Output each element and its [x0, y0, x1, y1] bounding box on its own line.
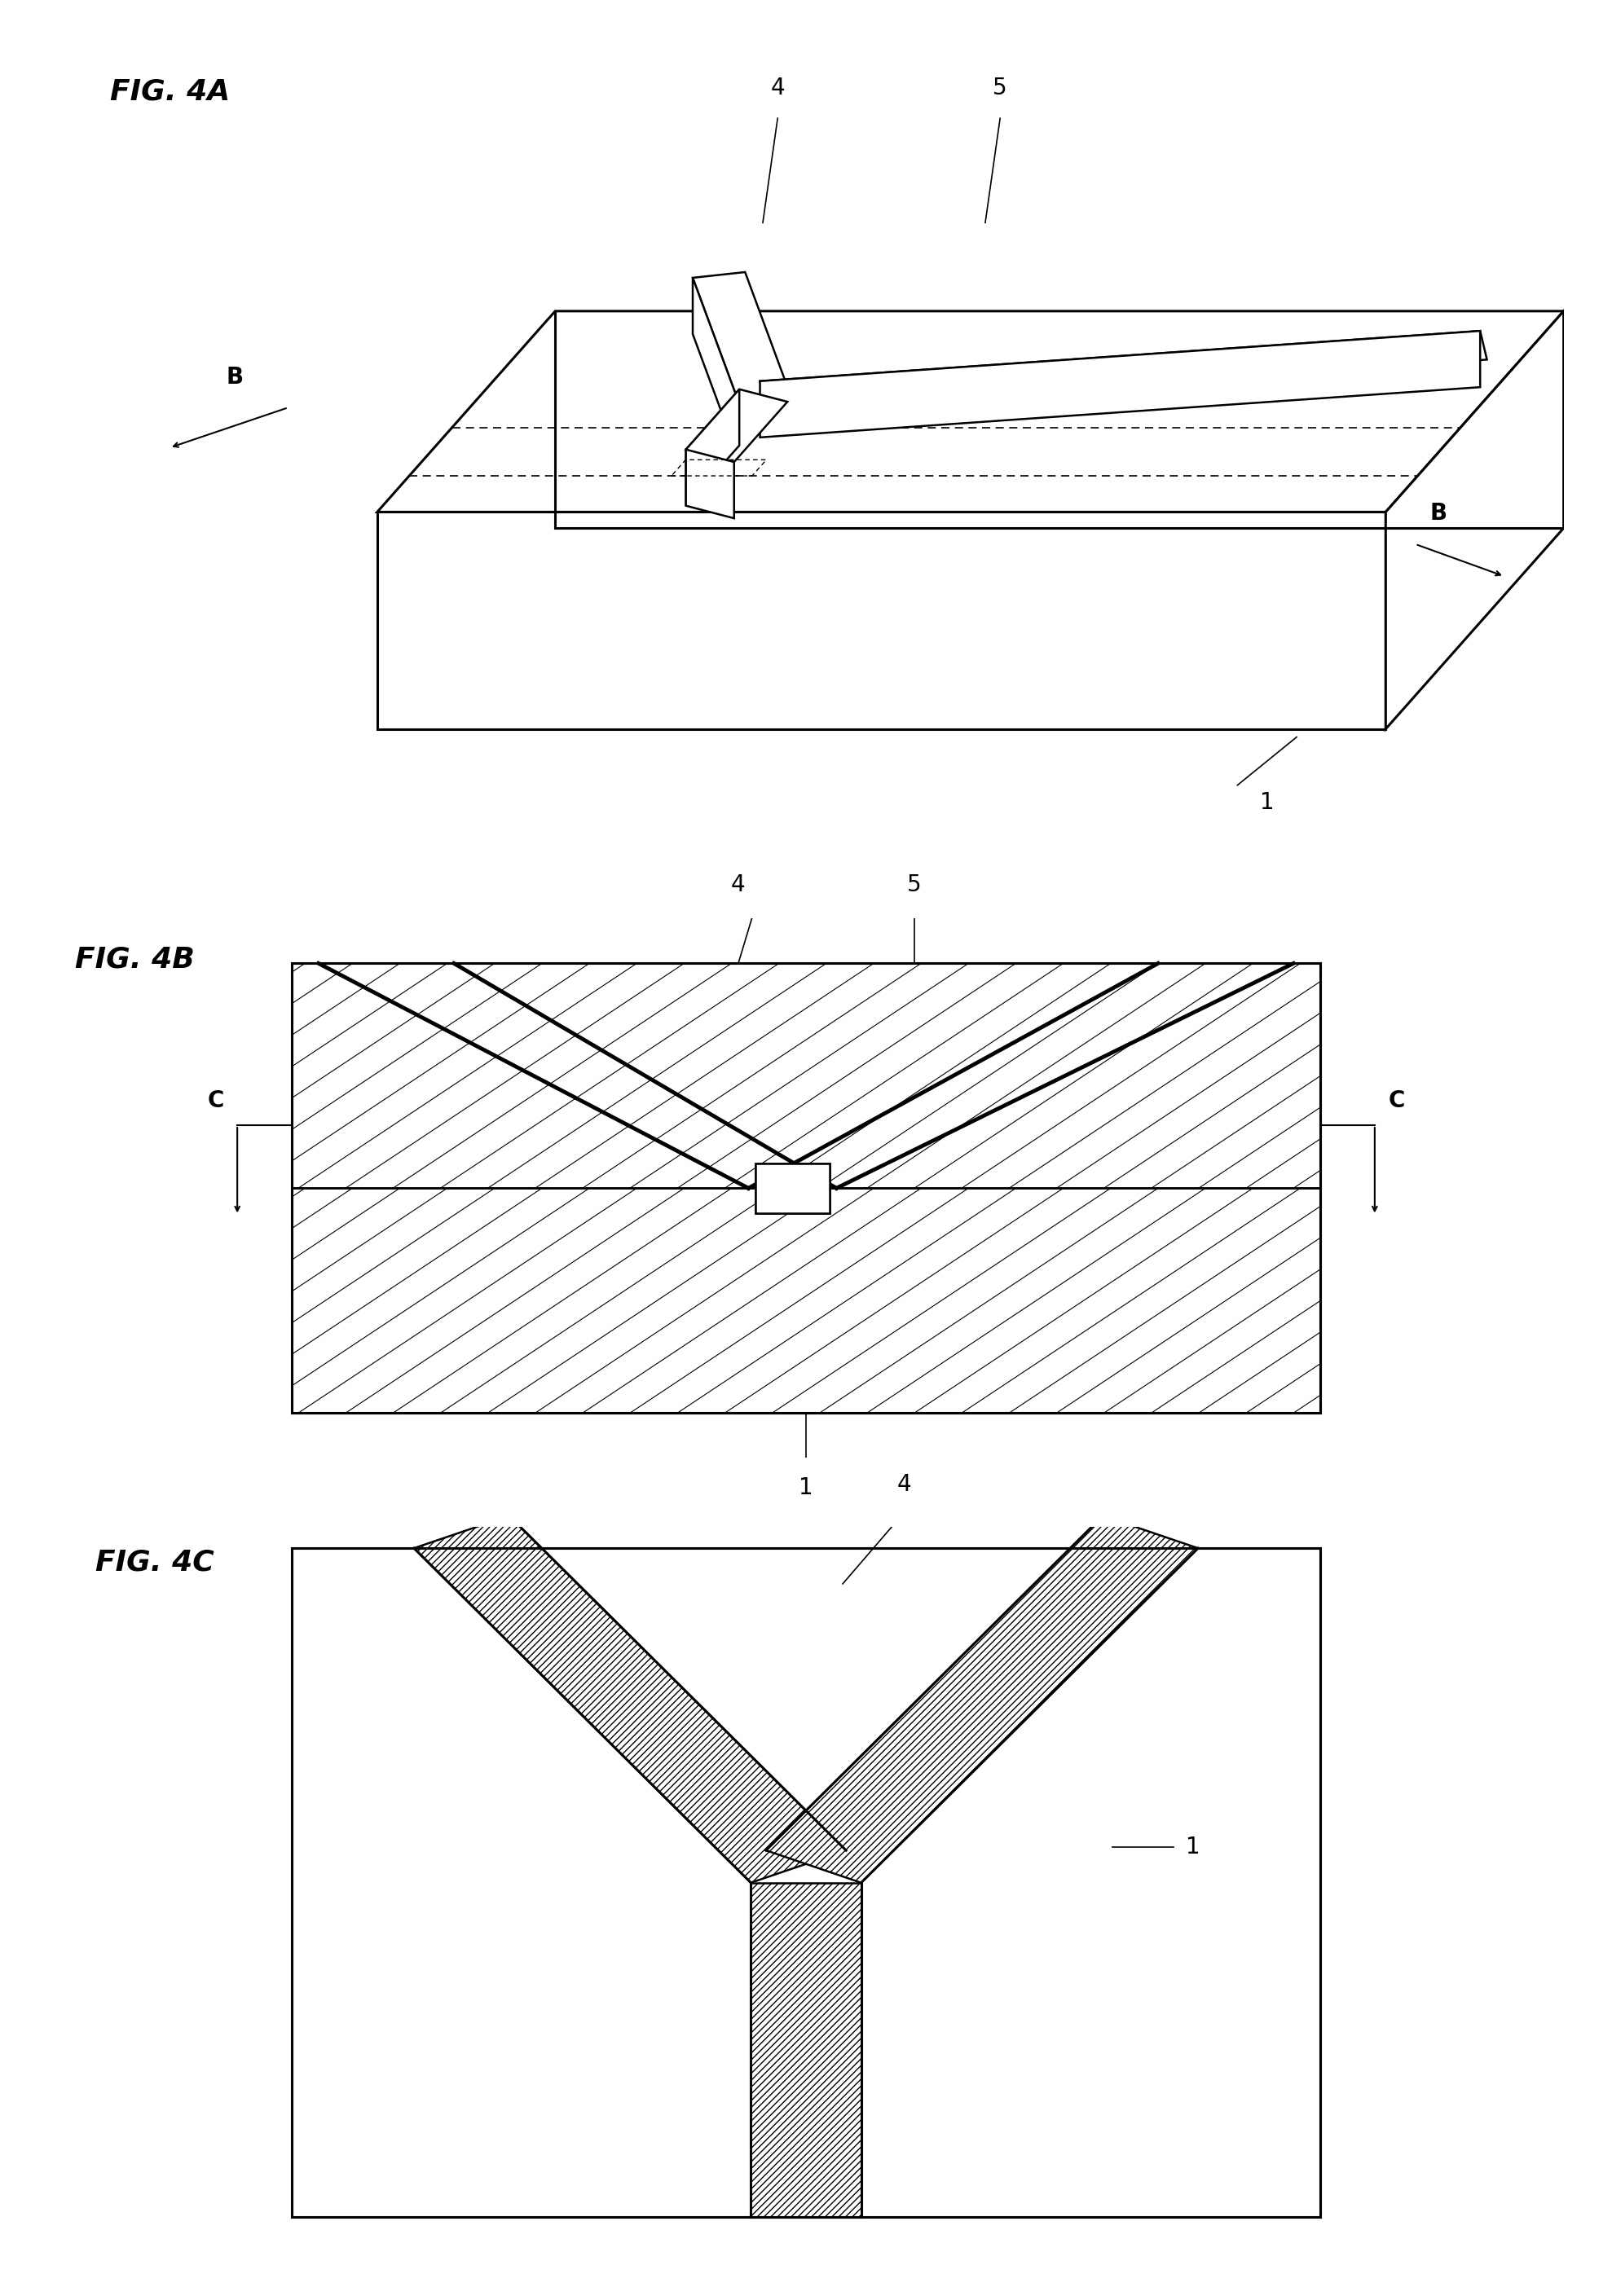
Text: 4: 4 [732, 872, 745, 895]
Text: 5: 5 [908, 872, 922, 895]
Text: FIG. 4A: FIG. 4A [110, 78, 231, 106]
Polygon shape [759, 331, 1480, 439]
Text: 1: 1 [1261, 792, 1273, 815]
Bar [292, 964, 1320, 1412]
Polygon shape [766, 1515, 1198, 1883]
Text: 1: 1 [800, 1476, 812, 1499]
Polygon shape [693, 278, 737, 455]
Text: FIG. 4C: FIG. 4C [95, 1548, 214, 1575]
Polygon shape [1386, 310, 1564, 730]
Text: 4: 4 [771, 76, 785, 99]
Bar [292, 964, 1320, 1412]
Polygon shape [377, 512, 1386, 730]
Polygon shape [687, 390, 787, 461]
Bar [292, 1548, 1320, 2218]
Text: B: B [227, 365, 243, 388]
Bar [754, 1164, 830, 1212]
Polygon shape [751, 1883, 861, 2218]
Text: FIG. 4B: FIG. 4B [74, 946, 195, 974]
Bar [754, 1164, 830, 1212]
Polygon shape [687, 390, 740, 505]
Polygon shape [693, 273, 790, 397]
Text: 4: 4 [896, 1474, 911, 1497]
Bar [292, 1548, 1320, 2218]
Polygon shape [687, 450, 733, 519]
Text: 1: 1 [1186, 1837, 1201, 1857]
Text: B: B [1430, 503, 1448, 526]
Text: C: C [206, 1088, 224, 1111]
Text: C: C [1388, 1088, 1406, 1111]
Polygon shape [377, 310, 1564, 512]
Polygon shape [414, 1515, 846, 1883]
Bar [292, 964, 1320, 1412]
Text: 5: 5 [993, 76, 1008, 99]
Polygon shape [759, 331, 1486, 409]
